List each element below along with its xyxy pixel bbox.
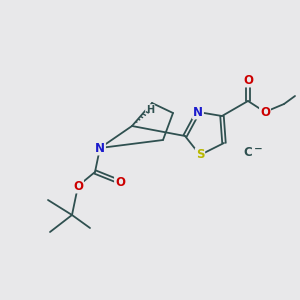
Text: O: O [260, 106, 270, 118]
Text: −: − [254, 144, 262, 154]
Text: C: C [244, 146, 252, 158]
Text: S: S [196, 148, 204, 161]
Text: O: O [115, 176, 125, 188]
Text: N: N [95, 142, 105, 154]
Text: O: O [73, 179, 83, 193]
Text: N: N [193, 106, 203, 118]
Text: O: O [243, 74, 253, 86]
Text: H: H [146, 105, 154, 115]
